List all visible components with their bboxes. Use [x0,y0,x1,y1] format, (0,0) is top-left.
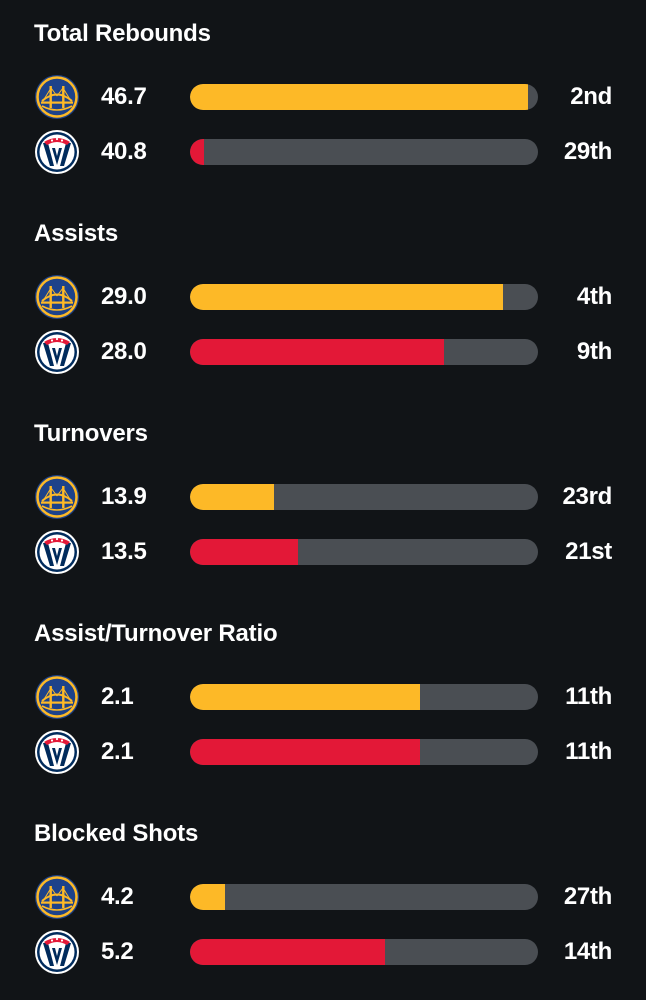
bar-fill-warriors [190,484,274,510]
bar-track [190,939,538,965]
league-rank: 14th [563,938,612,965]
league-rank: 11th [565,738,612,765]
stat-value: 13.9 [101,483,147,510]
bar-fill-warriors [190,284,503,310]
stat-block: Total Rebounds 46.7 2nd 40.8 29th [0,0,646,200]
golden-state-warriors-logo-icon [34,674,80,720]
stat-value: 2.1 [101,683,134,710]
bar-track [190,739,538,765]
stat-value: 46.7 [101,83,147,110]
team-row-warriors: 29.0 4th [0,272,646,322]
league-rank: 2nd [570,83,612,110]
stat-title: Assists [34,220,118,247]
bar-track [190,339,538,365]
stat-title: Turnovers [34,420,148,447]
league-rank: 23rd [562,483,613,510]
stat-block: Blocked Shots 4.2 27th 5.2 14th [0,800,646,1000]
league-rank: 9th [576,338,612,365]
stat-value: 29.0 [101,283,147,310]
bar-track [190,884,538,910]
golden-state-warriors-logo-icon [34,474,80,520]
bar-fill-warriors [190,884,225,910]
league-rank: 21st [565,538,612,565]
stat-value: 40.8 [101,138,147,165]
team-row-wizards: 5.2 14th [0,927,646,977]
bar-track [190,539,538,565]
stat-title: Blocked Shots [34,820,199,847]
bar-fill-wizards [190,939,385,965]
bar-track [190,284,538,310]
stat-value: 4.2 [101,883,134,910]
bar-track [190,139,538,165]
bar-fill-wizards [190,139,204,165]
league-rank: 27th [563,883,612,910]
washington-wizards-logo-icon [34,929,80,975]
team-row-wizards: 28.0 9th [0,327,646,377]
stat-block: Assists 29.0 4th 28.0 9th [0,200,646,400]
team-row-warriors: 13.9 23rd [0,472,646,522]
bar-track [190,484,538,510]
golden-state-warriors-logo-icon [34,874,80,920]
golden-state-warriors-logo-icon [34,274,80,320]
stat-title: Total Rebounds [34,20,211,47]
golden-state-warriors-logo-icon [34,74,80,120]
bar-track [190,684,538,710]
team-row-warriors: 4.2 27th [0,872,646,922]
league-rank: 4th [576,283,612,310]
bar-fill-wizards [190,739,420,765]
stat-value: 28.0 [101,338,147,365]
washington-wizards-logo-icon [34,729,80,775]
stat-title: Assist/Turnover Ratio [34,620,278,647]
stat-block: Turnovers 13.9 23rd 13.5 21st [0,400,646,600]
league-rank: 29th [563,138,612,165]
washington-wizards-logo-icon [34,529,80,575]
bar-fill-warriors [190,84,528,110]
stat-value: 13.5 [101,538,147,565]
bar-fill-wizards [190,339,444,365]
team-row-warriors: 2.1 11th [0,672,646,722]
team-row-wizards: 2.1 11th [0,727,646,777]
bar-fill-warriors [190,684,420,710]
washington-wizards-logo-icon [34,329,80,375]
league-rank: 11th [565,683,612,710]
team-row-warriors: 46.7 2nd [0,72,646,122]
team-row-wizards: 40.8 29th [0,127,646,177]
stat-value: 5.2 [101,938,134,965]
stat-value: 2.1 [101,738,134,765]
team-row-wizards: 13.5 21st [0,527,646,577]
bar-track [190,84,538,110]
stat-block: Assist/Turnover Ratio 2.1 11th 2.1 11th [0,600,646,800]
washington-wizards-logo-icon [34,129,80,175]
bar-fill-wizards [190,539,298,565]
